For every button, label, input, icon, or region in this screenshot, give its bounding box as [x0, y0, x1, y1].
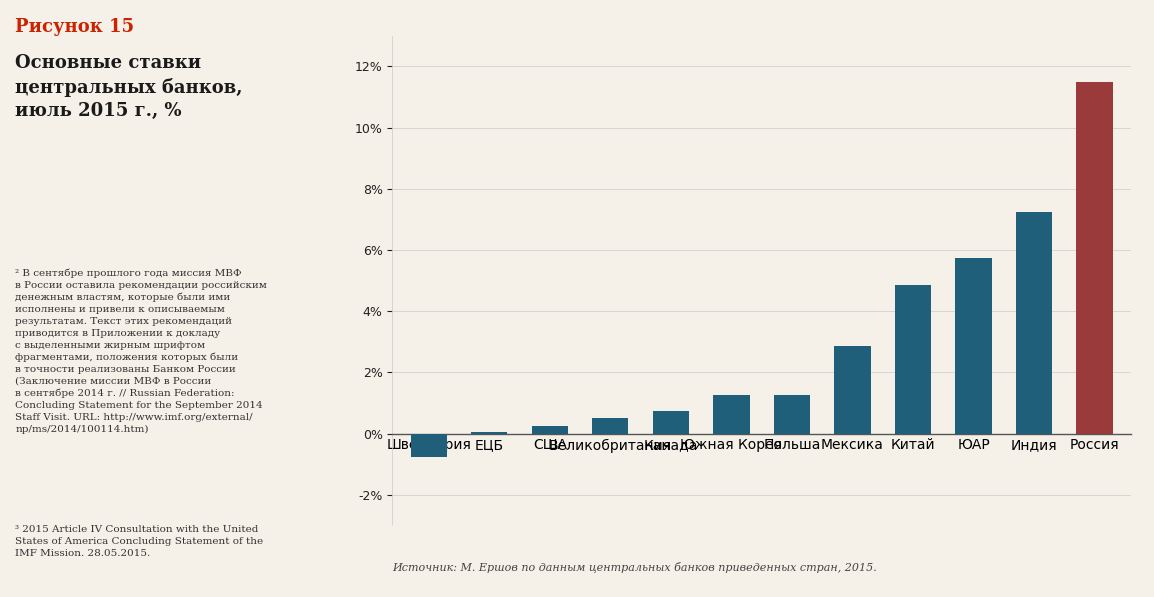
Bar [956, 258, 991, 433]
Bar [592, 418, 629, 433]
Text: Рисунок 15: Рисунок 15 [15, 18, 134, 36]
Bar [773, 395, 810, 433]
Bar [532, 426, 568, 433]
Text: Основные ставки
центральных банков,
июль 2015 г., %: Основные ставки центральных банков, июль… [15, 54, 242, 121]
Text: ² В сентябре прошлого года миссия МВФ
в России оставила рекомендации российским
: ² В сентябре прошлого года миссия МВФ в … [15, 269, 267, 434]
Bar [653, 411, 689, 433]
Bar [1077, 82, 1112, 433]
Bar [471, 432, 508, 433]
Bar [411, 433, 447, 457]
Bar [834, 346, 870, 433]
Bar [1016, 212, 1052, 433]
Bar [713, 395, 750, 433]
Text: Источник: М. Ершов по данным центральных банков приведенных стран, 2015.: Источник: М. Ершов по данным центральных… [392, 562, 877, 573]
Text: ³ 2015 Article IV Consultation with the United
States of America Concluding Stat: ³ 2015 Article IV Consultation with the … [15, 525, 263, 558]
Bar [894, 285, 931, 433]
